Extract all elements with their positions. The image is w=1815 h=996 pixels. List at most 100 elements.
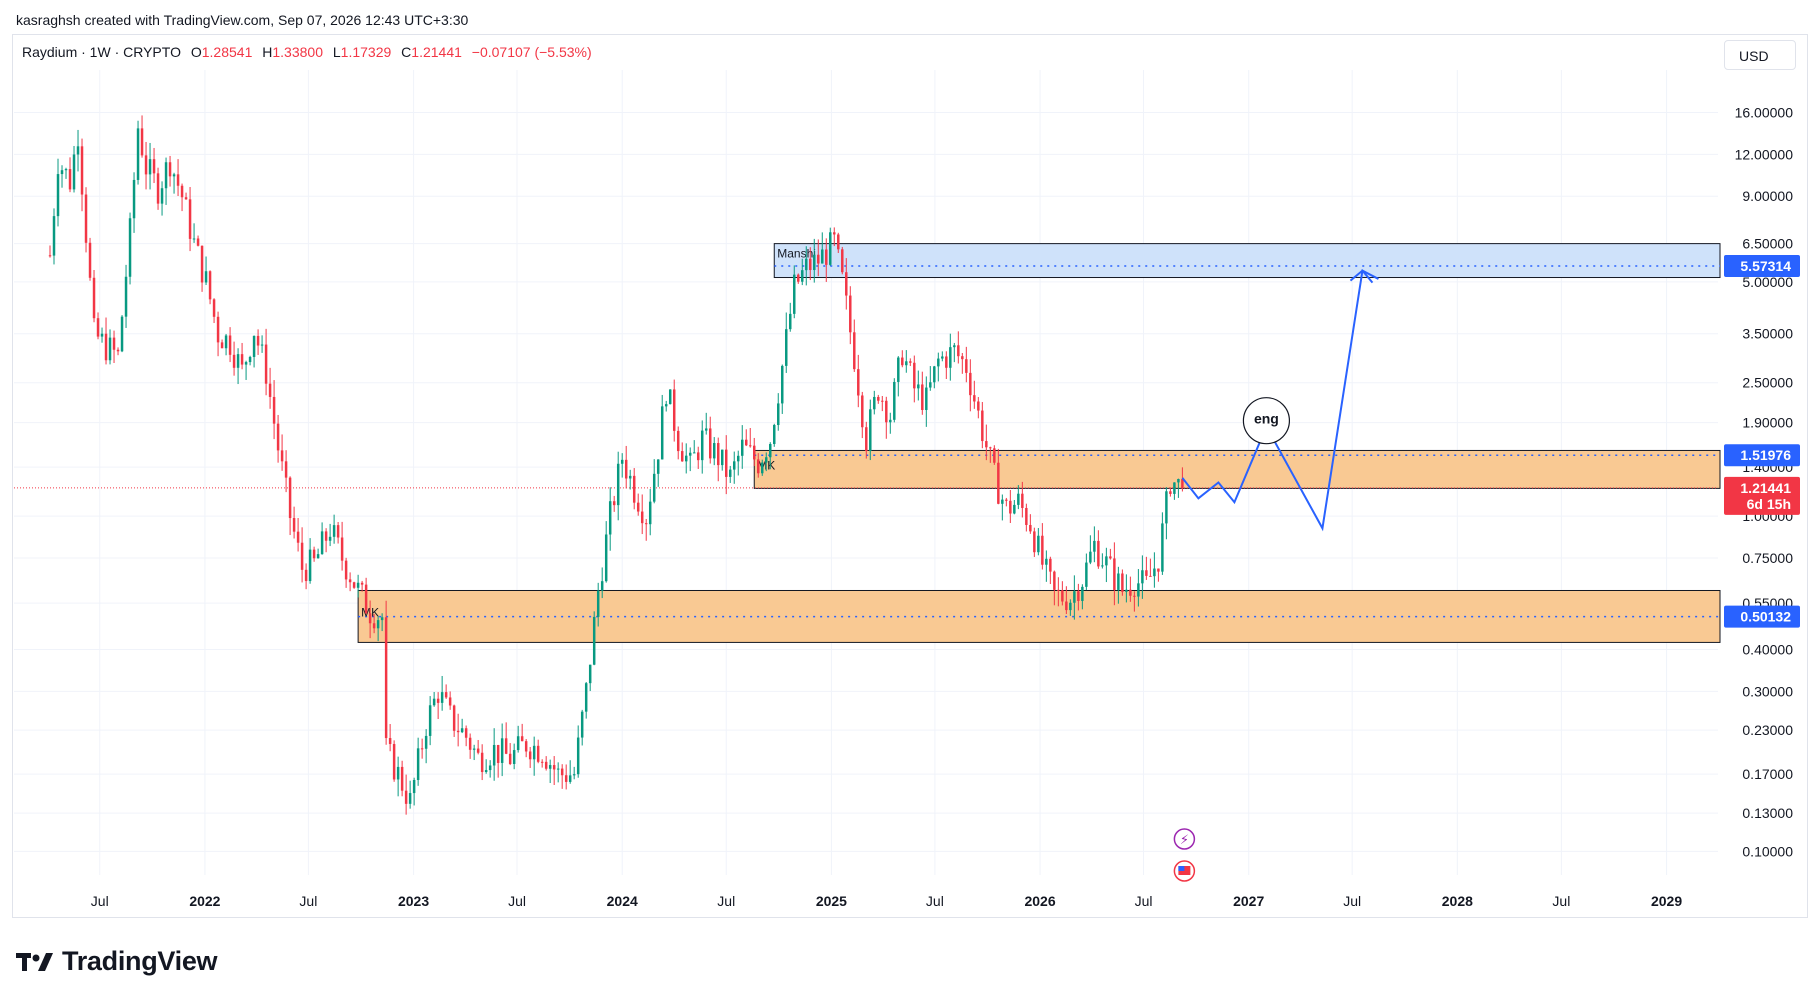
price-chart[interactable]: ManshiMKMKeng⚡16.0000012.000009.000006.5… xyxy=(0,0,1815,930)
candle-body xyxy=(108,337,112,361)
open-value: 1.28541 xyxy=(201,44,253,60)
candle-body xyxy=(96,318,100,337)
candle-body xyxy=(1161,523,1164,572)
candle-body xyxy=(632,475,636,503)
candle-body xyxy=(528,751,532,760)
candle-body xyxy=(913,362,916,389)
candle-body xyxy=(769,444,772,458)
author-line: kasraghsh created with TradingView.com, … xyxy=(16,12,469,28)
time-tick-label: Jul xyxy=(508,893,526,909)
candle-body xyxy=(668,389,672,405)
candle-body xyxy=(280,450,284,462)
candle-body xyxy=(420,748,424,750)
time-tick-label: 2028 xyxy=(1442,893,1473,909)
candle-body xyxy=(248,356,252,363)
time-tick-label: Jul xyxy=(926,893,944,909)
candle-body xyxy=(616,463,620,506)
price-tick-label: 3.50000 xyxy=(1742,326,1793,342)
candle-body xyxy=(504,738,508,754)
candle-body xyxy=(208,271,212,300)
price-tick-label: 6.50000 xyxy=(1742,236,1793,252)
candle-body xyxy=(164,162,168,189)
candle-body xyxy=(240,354,244,365)
candle-body xyxy=(84,194,88,243)
candle-body xyxy=(484,770,488,773)
candle-body xyxy=(733,461,736,470)
candle-body xyxy=(276,423,280,451)
candle-body xyxy=(508,753,512,764)
candle-body xyxy=(1033,531,1036,553)
candle-body xyxy=(396,766,400,780)
candle-body xyxy=(384,617,388,739)
candle-body xyxy=(636,502,640,512)
candle-body xyxy=(885,400,888,423)
candle-body xyxy=(1157,568,1160,572)
price-tag-1 xyxy=(1724,444,1800,467)
candle-body xyxy=(1065,601,1068,611)
candle-body xyxy=(332,525,336,537)
currency-button[interactable]: USD xyxy=(1724,40,1796,70)
candle-body xyxy=(144,155,148,175)
candle-body xyxy=(825,249,828,265)
zone-box-0 xyxy=(773,243,1721,279)
candle-body xyxy=(1057,589,1060,591)
candle-body xyxy=(989,447,992,449)
candle-body xyxy=(552,765,556,770)
candle-body xyxy=(909,361,912,363)
candle-body xyxy=(873,396,876,410)
candle-body xyxy=(136,128,140,180)
candle-body xyxy=(1109,556,1112,559)
candle-body xyxy=(640,511,644,524)
candle-body xyxy=(861,395,864,428)
candle-body xyxy=(112,337,116,350)
candle-body xyxy=(452,705,456,731)
candle-body xyxy=(296,531,300,543)
candle-body xyxy=(516,736,520,751)
chart-frame xyxy=(12,34,1808,918)
candle-body xyxy=(664,404,668,407)
candle-body xyxy=(468,737,472,750)
candle-body xyxy=(72,154,76,190)
time-tick-label: 2029 xyxy=(1651,893,1682,909)
candle-body xyxy=(336,525,340,538)
candle-body xyxy=(412,780,416,794)
candle-body xyxy=(833,232,836,235)
candle-body xyxy=(348,579,352,583)
time-tick-label: Jul xyxy=(717,893,735,909)
candle-body xyxy=(901,357,904,366)
price-tick-label: 0.23000 xyxy=(1742,722,1793,738)
candle-body xyxy=(188,199,192,239)
candle-body xyxy=(1129,589,1132,596)
tradingview-logo[interactable]: TradingView xyxy=(16,946,218,977)
candle-body xyxy=(724,449,728,477)
candle-body xyxy=(608,501,612,535)
candle-body xyxy=(236,354,240,368)
candle-body xyxy=(628,475,632,479)
candle-body xyxy=(757,459,760,474)
candle-body xyxy=(436,698,440,703)
candle-body xyxy=(320,531,324,555)
candle-body xyxy=(268,383,272,397)
candle-body xyxy=(68,169,72,190)
candle-body xyxy=(648,501,652,525)
candle-body xyxy=(440,692,444,703)
time-tick-label: Jul xyxy=(91,893,109,909)
lightning-glyph: ⚡ xyxy=(1180,832,1189,847)
candle-body xyxy=(476,748,480,753)
candle-body xyxy=(228,335,232,355)
candle-body xyxy=(761,462,764,474)
time-tick-label: Jul xyxy=(299,893,317,909)
candle-body xyxy=(680,451,684,462)
candle-body xyxy=(180,185,184,198)
candle-body xyxy=(865,427,868,452)
candle-body xyxy=(1105,556,1108,566)
price-tag-3 xyxy=(1724,605,1800,628)
candle-body xyxy=(256,335,260,346)
symbol-name[interactable]: Raydium · 1W · CRYPTO xyxy=(22,44,181,60)
candle-body xyxy=(584,683,588,712)
candle-body xyxy=(765,457,768,463)
candle-body xyxy=(428,705,432,736)
candle-body xyxy=(821,249,824,264)
candle-body xyxy=(80,146,84,195)
candle-body xyxy=(1121,573,1124,592)
